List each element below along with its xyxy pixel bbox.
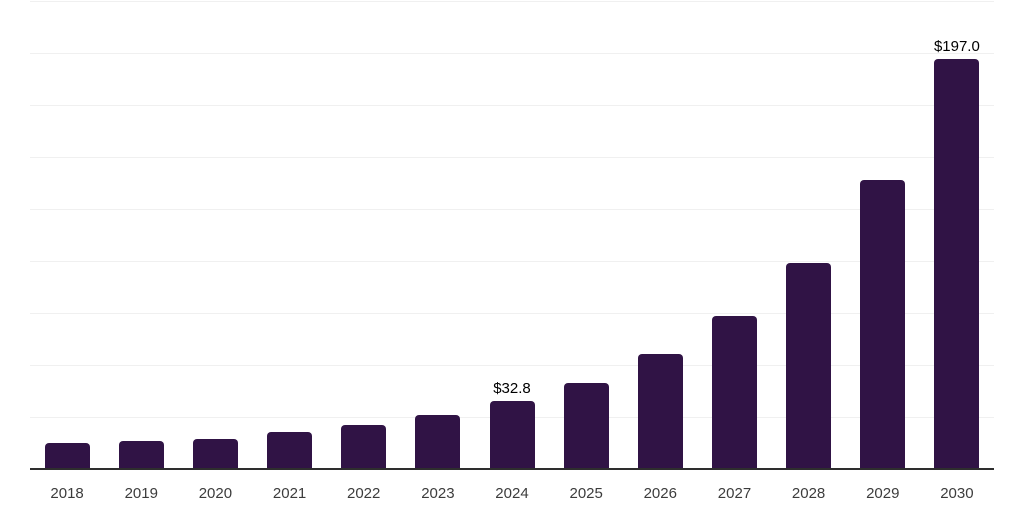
bar-2028	[786, 263, 832, 469]
bar-2029	[860, 180, 906, 469]
gridline-125	[30, 209, 994, 210]
x-tick-label-2029: 2029	[866, 485, 900, 502]
bar-2027	[712, 316, 757, 469]
x-tick-label-2028: 2028	[791, 485, 826, 502]
bar-2023	[415, 415, 461, 469]
x-tick-label-2030: 2030	[940, 485, 974, 502]
bar-2021	[267, 432, 312, 469]
gridline-75	[30, 313, 994, 314]
x-tick-label-2021: 2021	[272, 485, 307, 502]
x-tick-label-2022: 2022	[347, 485, 381, 502]
x-tick-label-2027: 2027	[717, 485, 752, 502]
x-tick-label-2024: 2024	[495, 485, 529, 502]
x-tick-label-2019: 2019	[124, 485, 158, 502]
bar-2024	[489, 401, 535, 469]
gridline-200	[30, 53, 994, 54]
gridline-150	[30, 157, 994, 158]
bar-2026	[637, 354, 683, 469]
x-tick-label-2023: 2023	[421, 485, 455, 502]
gridline-50	[30, 365, 994, 366]
x-tick-label-2026: 2026	[643, 485, 677, 502]
bar-2018	[44, 443, 90, 469]
bar-2020	[192, 439, 238, 469]
bar-2019	[118, 441, 164, 469]
data-label-2024: $32.8	[493, 380, 531, 397]
x-tick-label-2020: 2020	[198, 485, 233, 502]
x-axis-line	[30, 468, 994, 470]
x-tick-label-2025: 2025	[569, 485, 603, 502]
data-label-2030: $197.0	[933, 38, 980, 55]
gridline-175	[30, 105, 994, 106]
bar-2022	[341, 425, 387, 469]
gridline-100	[30, 261, 994, 262]
bar-2025	[563, 383, 609, 469]
x-tick-label-2018: 2018	[50, 485, 84, 502]
bar-2030	[934, 59, 980, 469]
gridline-225	[30, 1, 994, 2]
